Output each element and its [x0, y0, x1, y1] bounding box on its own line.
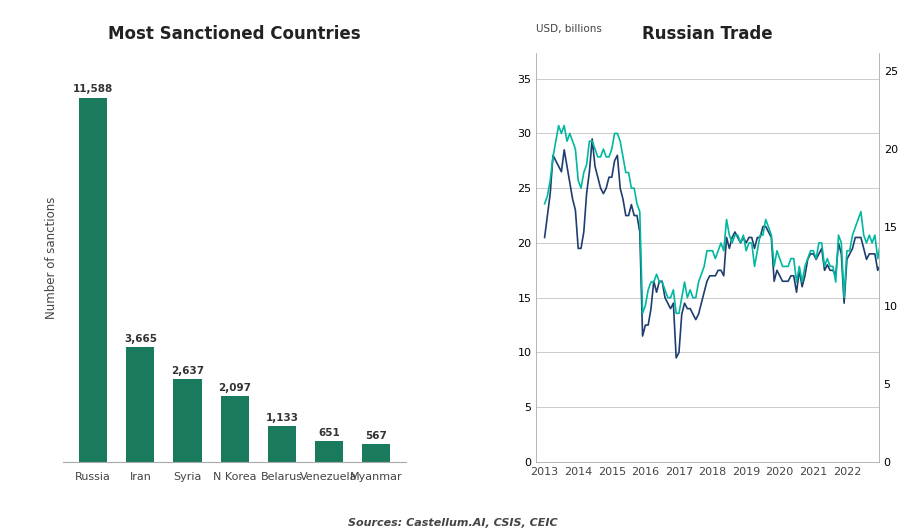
Y-axis label: Number of sanctions: Number of sanctions: [45, 196, 58, 319]
Text: 11,588: 11,588: [73, 84, 113, 95]
Text: USD, billions: USD, billions: [536, 24, 602, 35]
Bar: [173, 379, 202, 462]
Text: 2,097: 2,097: [218, 383, 251, 393]
Bar: [315, 441, 343, 462]
Text: 1,133: 1,133: [265, 413, 298, 423]
Bar: [362, 444, 390, 462]
Bar: [126, 347, 155, 462]
Text: 2,637: 2,637: [171, 366, 204, 376]
Title: Russian Trade: Russian Trade: [642, 25, 773, 43]
Bar: [79, 98, 107, 462]
Text: 567: 567: [365, 431, 387, 441]
Bar: [220, 396, 249, 462]
Text: Sources: Castellum.AI, CSIS, CEIC: Sources: Castellum.AI, CSIS, CEIC: [348, 518, 558, 528]
Bar: [268, 426, 296, 462]
Text: 3,665: 3,665: [124, 333, 157, 344]
Title: Most Sanctioned Countries: Most Sanctioned Countries: [109, 25, 361, 43]
Text: 651: 651: [318, 429, 340, 439]
